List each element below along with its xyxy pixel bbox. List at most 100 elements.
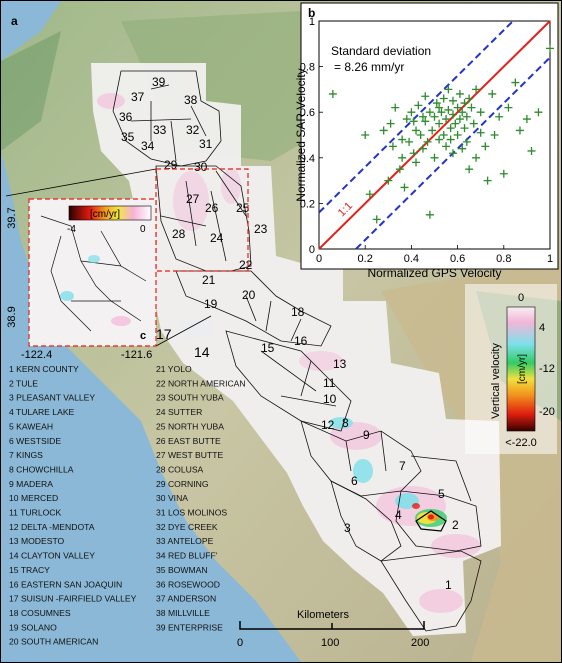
basin-number-16: 16: [294, 334, 308, 348]
scatter-point: [444, 105, 453, 114]
basin-legend-right: 21 YOLO 22 NORTH AMERICAN 23 SOUTH YUBA 24 …: [156, 364, 246, 632]
scale-bar-tick-100: 100: [321, 637, 339, 649]
basin-number-21: 21: [202, 273, 216, 287]
legend-basin-36: 36 ROSEWOOD: [156, 579, 220, 589]
scatter-point: [439, 131, 448, 139]
legend-basin-5: 5 KAWEAH: [9, 421, 53, 431]
scatter-point: [407, 108, 416, 117]
panel-c-colorbar-title: [cm/yr]: [90, 209, 120, 220]
scatter-point: [522, 115, 531, 124]
panel-c-colorbar: [68, 205, 152, 221]
scatter-point: [476, 108, 485, 117]
legend-basin-13: 13 MODESTO: [9, 536, 65, 546]
velocity-colorbar-tick-20: -20: [539, 406, 555, 418]
scatter-point: [499, 169, 508, 178]
legend-basin-21: 21 YOLO: [156, 364, 192, 374]
y-tick-label: 0.8: [300, 62, 315, 74]
basin-number-19: 19: [204, 297, 218, 311]
scatter-point: [495, 112, 504, 121]
x-tick-label: 0.8: [496, 253, 511, 265]
basin-number-30: 30: [194, 160, 208, 174]
scatter-point: [481, 142, 490, 151]
x-tick-label: 0.2: [358, 253, 373, 265]
y-axis-label: Normalized SAR Velocity: [294, 68, 308, 201]
scatter-point: [488, 89, 497, 98]
basin-number-labels: 1 2 3 4 5 6 7 8 9 10 11 12 13 14 15 16 1…: [119, 75, 459, 592]
scale-bar: Kilometers 0 100 200: [237, 609, 429, 649]
velocity-colorbar-tick-12: -12: [539, 363, 555, 375]
scatter-point: [418, 144, 427, 153]
scatter-point: [455, 115, 464, 124]
scatter-point: [448, 110, 457, 119]
basin-number-10: 10: [323, 392, 337, 406]
scatter-point: [418, 112, 427, 121]
scatter-point: [462, 137, 471, 146]
legend-basin-35: 35 BOWMAN: [156, 565, 208, 575]
basin-boundaries: [112, 70, 482, 632]
scatter-point: [435, 103, 444, 112]
scatter-point: [446, 135, 455, 144]
scatter-point: [386, 119, 395, 128]
scatter-point: [372, 215, 381, 224]
velocity-colorbar-tick-min: <-22.0: [505, 437, 537, 449]
basin-number-32: 32: [186, 123, 200, 137]
scatter-point: [412, 158, 421, 167]
panel-c-label: c: [140, 330, 146, 342]
legend-basin-24: 24 SUTTER: [156, 407, 202, 417]
velocity-colorbar-tick-0: 0: [518, 292, 524, 304]
basin-number-14: 14: [194, 344, 210, 360]
basin-legend-left: 1 KERN COUNTY 2 TULE 3 PLEASANT VALLEY 4 TU…: [9, 364, 137, 647]
basin-number-24: 24: [210, 231, 224, 245]
basin-number-12: 12: [321, 418, 335, 432]
legend-basin-3: 3 PLEASANT VALLEY: [9, 393, 95, 403]
scatter-point: [455, 89, 464, 98]
legend-basin-14: 14 CLAYTON VALLEY: [9, 551, 95, 561]
legend-basin-34: 34 RED BLUFF': [156, 551, 218, 561]
scatter-point: [453, 131, 462, 139]
scatter-point: [379, 126, 388, 135]
x-tick-label: 1: [547, 253, 553, 265]
scatter-point: [425, 108, 434, 117]
basin-number-17: 17: [156, 326, 172, 342]
scatter-point: [421, 92, 430, 101]
scatter-point: [465, 165, 474, 174]
legend-basin-4: 4 TULARE LAKE: [9, 407, 75, 417]
legend-basin-37: 37 ANDERSON: [156, 594, 216, 604]
legend-basin-9: 9 MADERA: [9, 479, 53, 489]
panel-c-inset: [cm/yr] -4 0 c 39.7 38.9 -122.4 -121.6: [6, 198, 157, 361]
scatter-point: [465, 94, 474, 103]
scatter-point: [472, 153, 481, 162]
scatter-point: [398, 153, 407, 162]
scatter-point: [437, 108, 446, 117]
scatter-point: [402, 115, 411, 124]
basin-number-6: 6: [351, 474, 358, 488]
plot-area: [318, 20, 551, 250]
scatter-point: [409, 149, 418, 158]
scale-bar-title: Kilometers: [297, 609, 349, 621]
legend-basin-31: 31 LOS MOLINOS: [156, 508, 227, 518]
basin-number-36: 36: [119, 110, 133, 124]
scatter-point: [458, 144, 467, 153]
legend-basin-11: 11 TURLOCK: [9, 508, 61, 518]
scatter-point: [451, 119, 460, 128]
legend-basin-2: 2 TULE: [9, 378, 38, 388]
scatter-point: [446, 124, 455, 133]
scatter-point: [511, 78, 520, 87]
scatter-point: [504, 103, 513, 112]
panel-c-colorbar-max: 0: [140, 224, 146, 235]
scatter-point: [384, 176, 393, 185]
legend-basin-28: 28 COLUSA: [156, 464, 204, 474]
basin-number-15: 15: [261, 341, 275, 355]
scatter-point: [430, 112, 439, 121]
legend-basin-15: 15 TRACY: [9, 565, 50, 575]
x-axis-label: Normalized GPS Velocity: [367, 266, 501, 280]
legend-basin-23: 23 SOUTH YUBA: [156, 393, 224, 403]
basin-number-29: 29: [164, 158, 178, 172]
scatter-point: [444, 85, 453, 94]
panel-c-frame: [28, 198, 157, 347]
basin-number-11: 11: [323, 376, 336, 390]
y-tick-label: 1: [309, 16, 315, 28]
panel-b-label: b: [308, 6, 315, 20]
